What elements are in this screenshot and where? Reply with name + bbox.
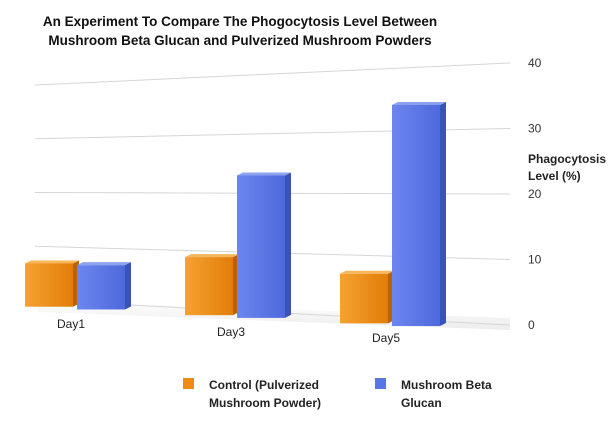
- bar-side: [440, 101, 446, 327]
- chart-title-line-1: An Experiment To Compare The Phogocytosi…: [42, 14, 438, 29]
- grid-line: [34, 62, 511, 86]
- y-axis-ticks: 40 30 20 10 0: [528, 56, 542, 332]
- chart-title-line-2: Mushroom Beta Glucan and Pulverized Mush…: [48, 33, 432, 48]
- bar-top: [237, 172, 291, 176]
- category-label-day3: Day3: [217, 325, 245, 339]
- y-axis-label-line-1: Phagocytosis: [528, 152, 607, 166]
- bar-top: [340, 270, 394, 274]
- legend-swatch-control: [183, 378, 194, 389]
- bar-top: [185, 254, 239, 258]
- bars: [25, 101, 446, 327]
- legend-label-beta-glucan: Mushroom Beta Glucan: [401, 376, 492, 412]
- legend-label-line: Mushroom Beta: [401, 378, 492, 392]
- x-axis-categories: Day1 Day3 Day5: [57, 317, 400, 345]
- legend-item-control: Control (Pulverized Mushroom Powder): [183, 376, 348, 412]
- category-label-day5: Day5: [372, 331, 400, 345]
- y-tick-label: 0: [528, 318, 535, 332]
- bar-beta-glucan-day5: [392, 104, 440, 327]
- y-tick-label: 20: [528, 187, 542, 201]
- category-label-day1: Day1: [57, 317, 85, 331]
- legend-swatch-beta-glucan: [375, 378, 386, 389]
- y-axis-label-line-2: Level (%): [528, 169, 581, 183]
- legend-label-line: Glucan: [401, 396, 442, 410]
- legend-label-control: Control (Pulverized Mushroom Powder): [209, 376, 321, 412]
- legend-item-beta-glucan: Mushroom Beta Glucan: [375, 376, 515, 412]
- bar-top: [392, 101, 446, 105]
- bar-beta-glucan-day1: [77, 265, 125, 310]
- legend-label-line: Mushroom Powder): [209, 396, 322, 410]
- bar-top: [77, 262, 131, 266]
- bar-control-day3: [185, 257, 233, 316]
- bar-side: [285, 172, 291, 318]
- y-tick-label: 30: [528, 122, 542, 136]
- y-tick-label: 40: [528, 56, 542, 70]
- bar-control-day5: [340, 273, 388, 324]
- bar-beta-glucan-day3: [237, 175, 285, 318]
- bar-top: [25, 260, 79, 264]
- y-tick-label: 10: [528, 253, 542, 267]
- y-axis-label: Phagocytosis Level (%): [528, 151, 606, 185]
- bar-control-day1: [25, 263, 73, 307]
- legend-label-line: Control (Pulverized: [209, 378, 320, 392]
- bar-side: [125, 262, 131, 310]
- chart-title: An Experiment To Compare The Phogocytosi…: [20, 12, 460, 50]
